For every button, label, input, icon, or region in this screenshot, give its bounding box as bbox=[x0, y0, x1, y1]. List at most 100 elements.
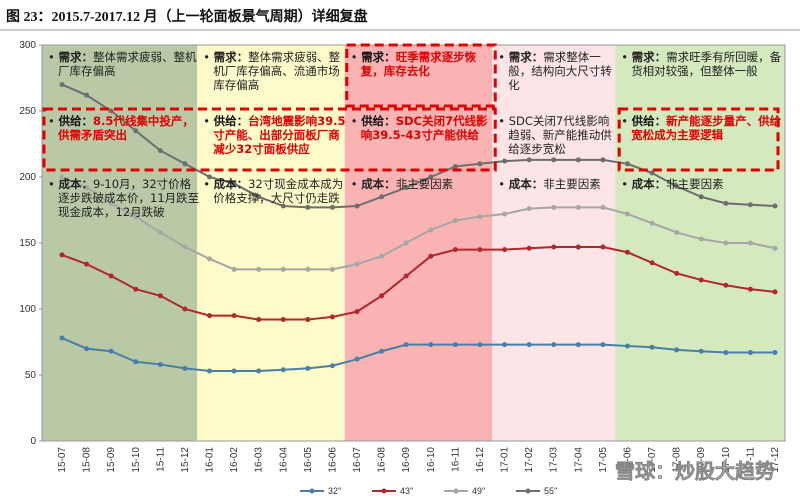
cost-note: • 成本：非主要因素 bbox=[350, 177, 454, 191]
point bbox=[354, 203, 360, 209]
x-tick-label: 16-03 bbox=[254, 447, 265, 473]
series-line bbox=[61, 83, 776, 209]
note-text: SDC关闭7代线影响39.5-43寸产能供给 bbox=[360, 114, 488, 142]
point bbox=[674, 347, 680, 353]
point bbox=[403, 185, 409, 191]
point bbox=[747, 286, 753, 292]
point bbox=[231, 368, 237, 374]
point bbox=[477, 161, 483, 167]
legend-label: 43'' bbox=[400, 486, 414, 496]
demand-note: • 需求：旺季需求逐步恢复，库存去化 bbox=[350, 50, 477, 78]
point bbox=[403, 240, 409, 246]
point bbox=[207, 256, 213, 262]
x-tick-label: 17-08 bbox=[672, 447, 683, 473]
point bbox=[231, 181, 237, 187]
note-label: 成本： bbox=[213, 177, 249, 191]
point bbox=[551, 244, 557, 250]
x-tick-label: 15-09 bbox=[106, 447, 117, 473]
point bbox=[329, 204, 335, 210]
point bbox=[428, 253, 434, 259]
cost-note: • 成本：非主要因素 bbox=[621, 177, 724, 191]
point bbox=[256, 368, 262, 374]
point bbox=[354, 356, 360, 362]
point bbox=[502, 247, 508, 253]
x-tick-label: 15-10 bbox=[131, 447, 142, 473]
point bbox=[59, 335, 65, 341]
period-band bbox=[344, 45, 493, 441]
x-tick-label: 17-01 bbox=[500, 447, 511, 473]
note-text: 新产能逐步量产、供给宽松成为主要逻辑 bbox=[631, 114, 782, 142]
point bbox=[698, 194, 704, 200]
x-tick-label: 17-06 bbox=[622, 447, 633, 473]
point bbox=[133, 214, 139, 220]
point bbox=[305, 365, 311, 371]
legend-label: 49'' bbox=[472, 486, 486, 496]
demand-note: • 需求：整体需求疲弱、整机厂库存偏高、流通市场库存偏高 bbox=[203, 50, 341, 92]
point bbox=[329, 363, 335, 369]
point bbox=[674, 183, 680, 189]
note-label: 供给： bbox=[631, 114, 667, 128]
note-label: 需求： bbox=[213, 50, 249, 64]
point bbox=[182, 244, 188, 250]
x-tick-label: 16-05 bbox=[303, 447, 314, 473]
y-tick-label: 0 bbox=[30, 436, 36, 447]
cost-note: • 成本：32寸现金成本成为价格支撑，大尺寸仍走跌 bbox=[203, 177, 344, 205]
point bbox=[452, 218, 458, 224]
point bbox=[182, 161, 188, 167]
x-tick-label: 16-12 bbox=[475, 447, 486, 473]
point bbox=[108, 273, 114, 279]
note-text: 需求旺季有所回暖，备货相对较强，但整体一般 bbox=[631, 50, 782, 78]
series-line bbox=[61, 176, 776, 271]
point bbox=[354, 261, 360, 267]
x-tick-label: 16-09 bbox=[401, 447, 412, 473]
point bbox=[84, 185, 90, 191]
point bbox=[723, 200, 729, 206]
cost-note: • 成本：9-10月，32寸价格逐步跌破成本价，11月跌至现金成本，12月跌破 bbox=[48, 177, 200, 219]
x-tick-label: 16-11 bbox=[450, 447, 461, 472]
point bbox=[182, 365, 188, 371]
note-label: 成本： bbox=[631, 177, 667, 191]
x-tick-label: 16-02 bbox=[229, 447, 240, 473]
note-text: 旺季需求逐步恢复，库存去化 bbox=[360, 50, 477, 78]
point bbox=[157, 361, 163, 367]
point bbox=[600, 244, 606, 250]
point bbox=[379, 348, 385, 354]
supply-note: • 供给：SDC关闭7代线影响39.5-43寸产能供给 bbox=[350, 114, 488, 142]
point bbox=[280, 367, 286, 373]
point bbox=[526, 245, 532, 251]
point bbox=[551, 342, 557, 348]
x-tick-label: 15-11 bbox=[155, 447, 166, 472]
point bbox=[133, 128, 139, 134]
x-tick-label: 17-07 bbox=[647, 447, 658, 473]
note-label: 成本： bbox=[508, 177, 544, 191]
point bbox=[59, 174, 65, 180]
point bbox=[133, 359, 139, 365]
point bbox=[624, 211, 630, 217]
y-tick-label: 100 bbox=[19, 304, 36, 315]
point bbox=[723, 240, 729, 246]
point bbox=[59, 82, 65, 88]
point bbox=[280, 203, 286, 209]
point bbox=[477, 342, 483, 348]
point bbox=[207, 368, 213, 374]
x-tick-label: 17-03 bbox=[549, 447, 560, 473]
point bbox=[477, 214, 483, 220]
series-line bbox=[61, 337, 775, 373]
point bbox=[256, 194, 262, 200]
point bbox=[698, 236, 704, 242]
watermark: 雪球：炒股大趋势 bbox=[615, 459, 775, 483]
point bbox=[600, 204, 606, 210]
x-tick-label: 16-08 bbox=[377, 447, 388, 473]
point bbox=[256, 317, 262, 323]
period-band bbox=[492, 45, 616, 441]
point bbox=[452, 163, 458, 169]
x-tick-label: 17-04 bbox=[573, 447, 584, 473]
point bbox=[698, 277, 704, 283]
cost-note: • 成本：非主要因素 bbox=[498, 177, 601, 191]
x-tick-label: 16-06 bbox=[327, 447, 338, 473]
note-label: 需求： bbox=[631, 50, 667, 64]
point bbox=[772, 350, 778, 356]
point bbox=[379, 253, 385, 259]
y-tick-label: 50 bbox=[25, 370, 37, 381]
